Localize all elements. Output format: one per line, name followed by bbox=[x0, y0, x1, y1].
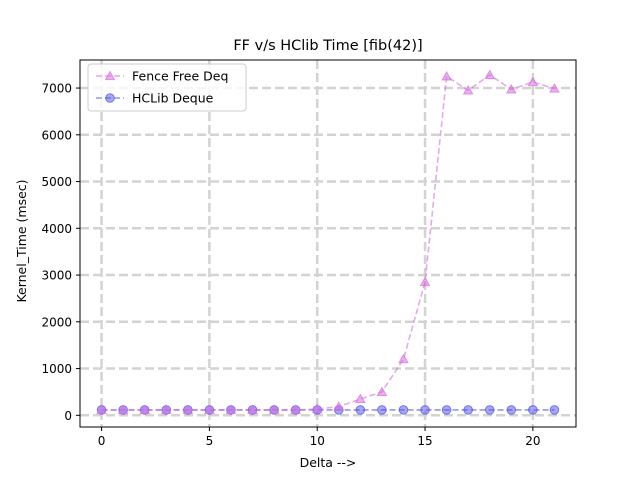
x-axis-label: Delta --> bbox=[300, 455, 357, 470]
data-point-circle bbox=[398, 405, 409, 415]
data-point-circle bbox=[105, 93, 115, 103]
data-point-triangle bbox=[333, 401, 345, 411]
data-point-circle bbox=[484, 405, 495, 415]
data-point-triangle bbox=[462, 84, 474, 95]
data-point-triangle bbox=[290, 404, 302, 415]
data-point-circle bbox=[420, 405, 430, 415]
data-point-triangle bbox=[104, 70, 116, 81]
y-axis-label: Kernel_Time (msec) bbox=[14, 179, 29, 302]
y-tick-label: 3000 bbox=[41, 269, 72, 283]
data-point-triangle bbox=[311, 403, 323, 414]
grid-lines bbox=[80, 60, 576, 427]
data-point-triangle bbox=[376, 386, 388, 397]
y-tick-label: 6000 bbox=[41, 128, 72, 142]
y-tick-label: 1000 bbox=[41, 362, 72, 376]
data-point-triangle bbox=[527, 76, 539, 87]
data-point-triangle bbox=[484, 69, 496, 80]
data-point-triangle bbox=[398, 353, 409, 364]
data-point-triangle bbox=[419, 276, 431, 287]
data-point-triangle bbox=[441, 70, 452, 81]
tick-marks: 0 5 10 15 20 0 1000 2000 3000 4000 5000 6000 7000 bbox=[41, 82, 540, 448]
x-tick-label: 10 bbox=[310, 434, 325, 448]
legend-label: Fence Free Deq bbox=[132, 69, 228, 84]
data-point-triangle bbox=[160, 404, 172, 415]
data-point-circle bbox=[528, 405, 538, 415]
data-point-circle bbox=[377, 405, 387, 415]
legend: Fence Free Deq HCLib Deque bbox=[87, 63, 247, 112]
data-point-triangle bbox=[225, 404, 237, 415]
series-line bbox=[101, 73, 555, 411]
x-tick-label: 20 bbox=[525, 434, 540, 448]
data-point-circle bbox=[549, 405, 560, 415]
y-tick-label: 7000 bbox=[41, 82, 72, 96]
data-point-circle bbox=[441, 405, 452, 415]
legend-item: Fence Free Deq bbox=[96, 69, 228, 84]
data-point-triangle bbox=[549, 82, 560, 93]
data-point-circle bbox=[355, 405, 366, 415]
data-point-circle bbox=[506, 405, 517, 415]
y-tick-label: 5000 bbox=[41, 175, 72, 189]
data-point-triangle bbox=[139, 404, 151, 415]
chart-title: FF v/s HClib Time [fib(42)] bbox=[233, 38, 422, 54]
data-point-circle bbox=[463, 405, 473, 415]
y-tick-label: 2000 bbox=[41, 315, 72, 329]
data-point-triangle bbox=[505, 83, 517, 94]
data-series bbox=[96, 69, 560, 415]
y-tick-label: 0 bbox=[64, 409, 72, 423]
axes bbox=[79, 59, 577, 428]
legend-box bbox=[87, 63, 247, 112]
x-tick-label: 15 bbox=[417, 434, 432, 448]
data-point-triangle bbox=[247, 404, 258, 415]
x-tick-label: 0 bbox=[98, 434, 106, 448]
data-point-triangle bbox=[204, 404, 215, 415]
legend-item: HCLib Deque bbox=[96, 91, 214, 106]
data-point-triangle bbox=[268, 404, 280, 415]
legend-label: HCLib Deque bbox=[132, 91, 214, 106]
series-fence-free-deq bbox=[96, 69, 560, 415]
data-point-triangle bbox=[182, 404, 194, 415]
data-point-triangle bbox=[96, 404, 107, 415]
x-tick-label: 5 bbox=[206, 434, 214, 448]
data-point-triangle bbox=[117, 404, 129, 415]
data-point-triangle bbox=[354, 393, 366, 404]
y-tick-label: 4000 bbox=[41, 222, 72, 236]
plot-frame bbox=[79, 59, 577, 428]
